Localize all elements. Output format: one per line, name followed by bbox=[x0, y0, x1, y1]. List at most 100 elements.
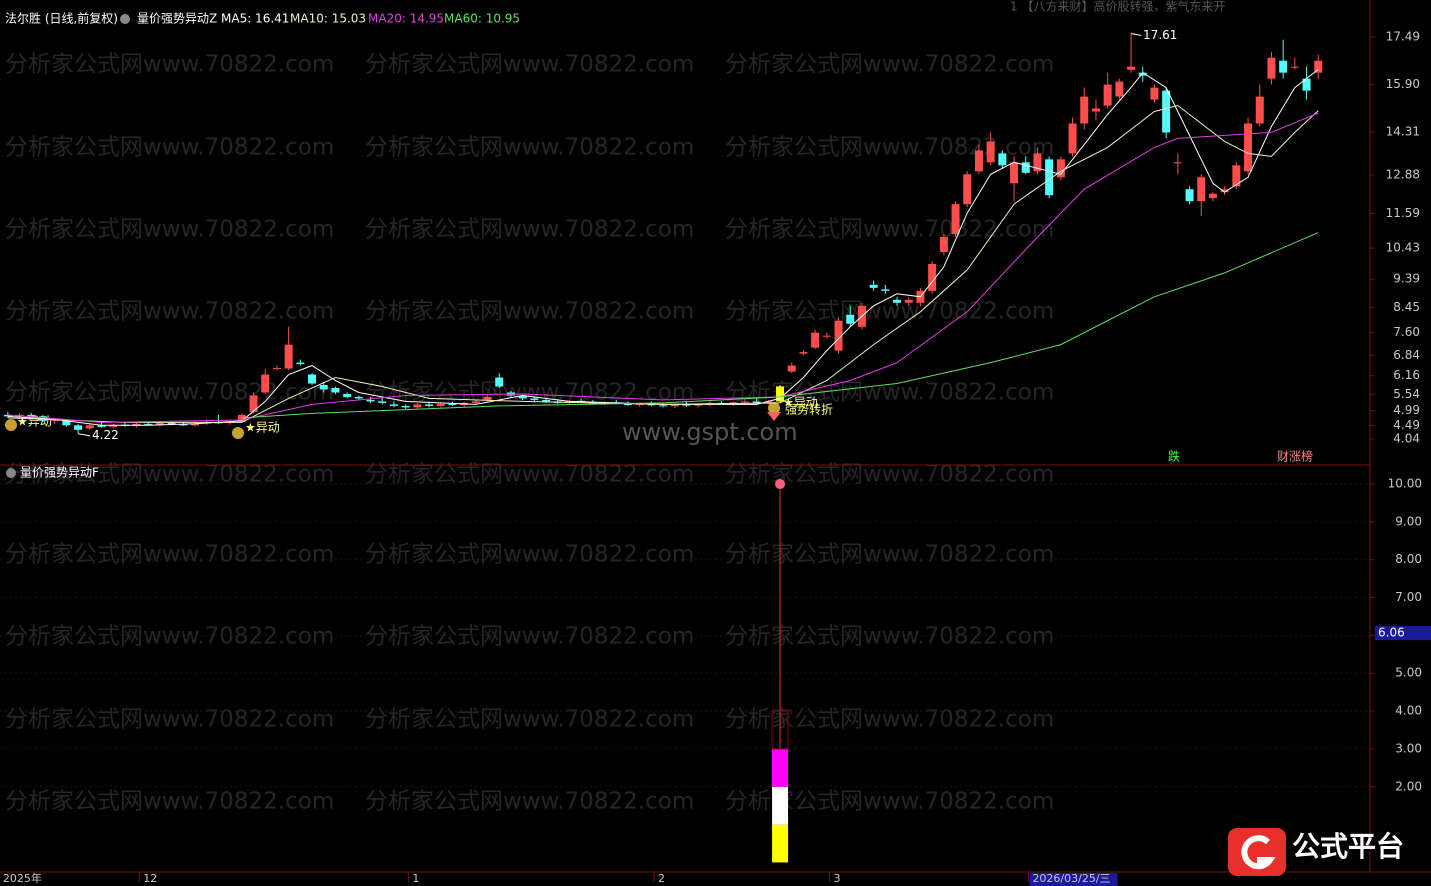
candle-body bbox=[167, 422, 176, 425]
cursor-value-label: 6.06 bbox=[1378, 626, 1405, 640]
logo-mark bbox=[1241, 835, 1276, 870]
watermark: 分析家公式网www.70822.com bbox=[365, 217, 694, 243]
y-tick-label: 3.00 bbox=[1395, 741, 1422, 755]
candle-body bbox=[74, 425, 83, 430]
watermark: 分析家公式网www.70822.com bbox=[5, 299, 334, 325]
ma-line bbox=[7, 69, 1319, 426]
candle-body bbox=[1302, 78, 1311, 91]
watermark: 分析家公式网www.70822.com bbox=[5, 217, 334, 243]
settings-icon[interactable] bbox=[120, 14, 130, 24]
candle-body bbox=[1115, 81, 1124, 97]
money-icon bbox=[232, 427, 244, 439]
watermark: 分析家公式网www.70822.com bbox=[5, 789, 334, 815]
candle-body bbox=[846, 314, 855, 324]
indicator-title: 量价强势异动F bbox=[20, 466, 99, 480]
money-icon bbox=[5, 419, 17, 431]
y-tick-label: 12.88 bbox=[1386, 167, 1420, 181]
cursor-value-box bbox=[1375, 626, 1431, 641]
cursor-date-box bbox=[1029, 873, 1118, 886]
candle-body bbox=[1068, 123, 1077, 154]
watermark: 分析家公式网www.70822.com bbox=[365, 52, 694, 78]
candle-body bbox=[85, 425, 94, 429]
candle-body bbox=[1080, 96, 1089, 124]
candle-body bbox=[1091, 108, 1100, 112]
candle-body bbox=[389, 404, 398, 406]
candle-body bbox=[448, 403, 457, 406]
candle-body bbox=[799, 352, 808, 354]
watermark: 分析家公式网www.70822.com bbox=[725, 217, 1054, 243]
y-tick-label: 4.99 bbox=[1393, 403, 1420, 417]
candle-body bbox=[249, 395, 258, 412]
x-tick-label: 2 bbox=[658, 872, 665, 885]
candle-body bbox=[811, 332, 820, 348]
watermark: 分析家公式网www.70822.com bbox=[725, 52, 1054, 78]
stack-segment bbox=[771, 710, 789, 750]
candle-body bbox=[518, 395, 527, 399]
candle-body bbox=[881, 289, 890, 291]
candle-body bbox=[1232, 165, 1241, 187]
x-tick-label: 2025年 bbox=[3, 871, 42, 885]
candle-body bbox=[1056, 159, 1065, 178]
candle-body bbox=[425, 404, 434, 406]
candle-body bbox=[893, 299, 902, 303]
candle-body bbox=[308, 374, 317, 384]
leader bbox=[77, 433, 91, 437]
watermark: 分析家公式网www.70822.com bbox=[365, 462, 694, 488]
indicator-title: 量价强势异动Z bbox=[137, 12, 217, 26]
legend-entry: MA60: 10.95 bbox=[444, 12, 520, 26]
candle-body bbox=[974, 150, 983, 172]
candle-body bbox=[1127, 66, 1136, 70]
watermark: 分析家公式网www.70822.com bbox=[5, 542, 334, 568]
watermark: 分析家公式网www.70822.com bbox=[725, 542, 1054, 568]
watermark: 分析家公式网www.70822.com bbox=[725, 624, 1054, 650]
candle-body bbox=[635, 403, 644, 406]
x-tick-label: 2026/03/25/三 bbox=[1032, 872, 1110, 885]
y-tick-label: 10.00 bbox=[1388, 477, 1422, 491]
candle-body bbox=[530, 398, 539, 400]
candle-body bbox=[1255, 96, 1264, 124]
ma-line bbox=[7, 112, 1319, 423]
candle-body bbox=[1267, 57, 1276, 79]
candle-body bbox=[1185, 189, 1194, 202]
watermark: 分析家公式网www.70822.com bbox=[725, 707, 1054, 733]
candle-body bbox=[3, 414, 12, 417]
x-tick-label: 1 bbox=[412, 872, 419, 885]
watermark: 分析家公式网www.70822.com bbox=[365, 135, 694, 161]
y-tick-label: 5.00 bbox=[1395, 666, 1422, 680]
candle-body bbox=[834, 320, 843, 351]
candle-body bbox=[495, 377, 504, 387]
y-tick-label: 6.84 bbox=[1393, 348, 1420, 362]
high-label: 17.61 bbox=[1143, 28, 1177, 42]
y-tick-label: 7.00 bbox=[1395, 590, 1422, 604]
legend-entry: MA20: 14.95 bbox=[368, 12, 444, 26]
candle-body bbox=[1103, 84, 1112, 106]
stack-segment bbox=[772, 786, 789, 825]
candle-body bbox=[1279, 60, 1288, 73]
stock-title: 法尔胜 (日线,前复权) bbox=[5, 11, 118, 26]
y-tick-label: 6.16 bbox=[1393, 368, 1420, 382]
stack-segment bbox=[772, 748, 789, 787]
candle-body bbox=[542, 399, 551, 402]
stack-segment bbox=[772, 824, 789, 863]
candle-body bbox=[1173, 162, 1182, 164]
candle-body bbox=[331, 387, 340, 393]
watermark: 分析家公式网www.70822.com bbox=[5, 707, 334, 733]
y-tick-label: 8.45 bbox=[1393, 300, 1420, 314]
candle-body bbox=[1045, 159, 1054, 196]
candle-body bbox=[951, 204, 960, 235]
candle-body bbox=[1138, 72, 1147, 76]
banner: 1 【八方来财】高价股转强，紫气东来开 bbox=[1010, 0, 1225, 14]
settings-icon[interactable] bbox=[6, 468, 16, 478]
candle-body bbox=[776, 386, 785, 402]
candle-body bbox=[1220, 189, 1229, 193]
candle-body bbox=[1290, 66, 1299, 68]
ma-line bbox=[7, 104, 1319, 423]
candle-body bbox=[939, 237, 948, 252]
candle-body bbox=[1010, 162, 1019, 184]
turn-icon bbox=[767, 412, 781, 421]
watermark: 分析家公式网www.70822.com bbox=[365, 542, 694, 568]
candle-body bbox=[764, 401, 773, 403]
y-tick-label: 15.90 bbox=[1386, 77, 1420, 91]
